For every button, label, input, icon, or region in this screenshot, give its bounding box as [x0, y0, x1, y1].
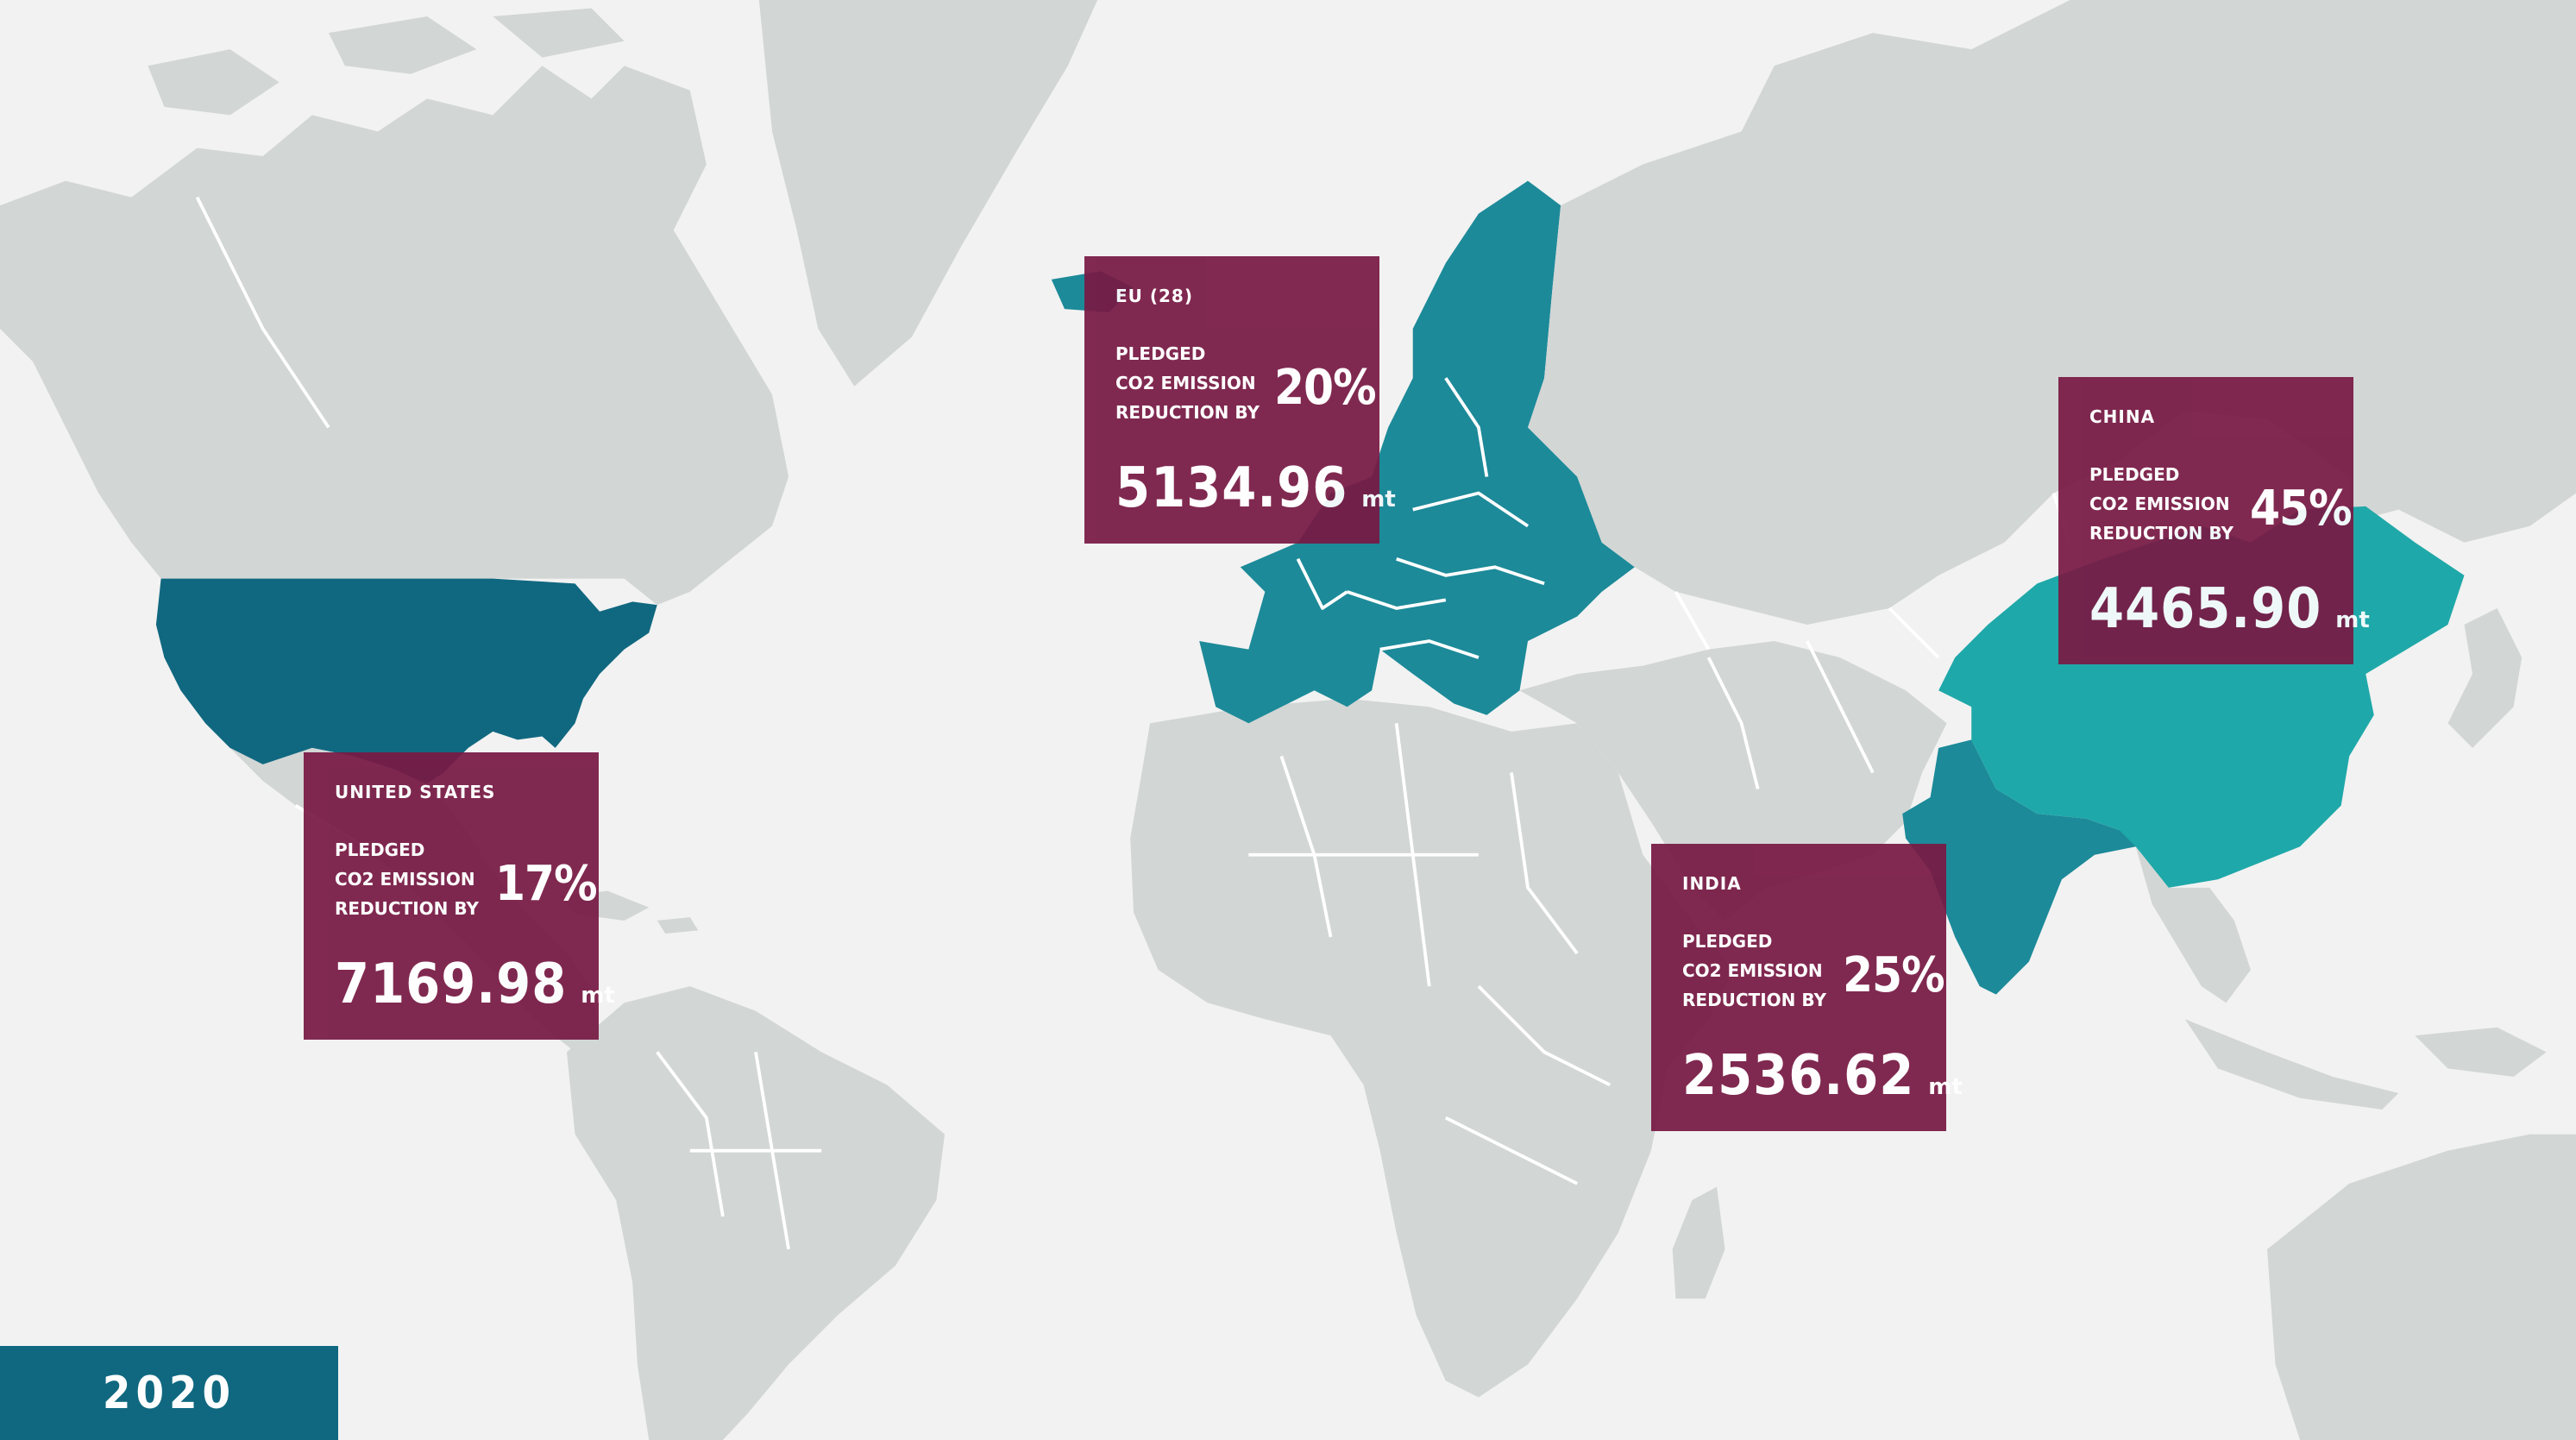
land-africa [1130, 698, 1734, 1398]
emissions-number: 5134.96 [1115, 456, 1348, 520]
land-japan [2447, 607, 2523, 748]
emissions-unit: mt [581, 983, 615, 1009]
emissions-number: 2536.62 [1682, 1044, 1915, 1108]
pledge-line: PLEDGED [335, 839, 425, 860]
region-name: UNITED STATES [335, 782, 496, 802]
reduction-percent: 20% [1274, 360, 1377, 416]
emissions-number: 7169.98 [335, 953, 568, 1016]
region-united-states [155, 578, 657, 789]
china-card: CHINA PLEDGED CO2 EMISSION REDUCTION BY … [2058, 377, 2370, 664]
land-greenland [758, 0, 1098, 387]
region-india [1902, 739, 2152, 995]
land-north-america-north [0, 66, 789, 606]
pledge-line: PLEDGED [1115, 343, 1206, 364]
india-card: INDIA PLEDGED CO2 EMISSION REDUCTION BY … [1651, 844, 1963, 1131]
emissions-value: 7169.98 mt [335, 953, 615, 1016]
reduction-percent: 45% [2250, 481, 2353, 537]
emissions-unit: mt [2335, 607, 2370, 633]
region-name: EU (28) [1115, 286, 1193, 306]
united-states-card: UNITED STATES PLEDGED CO2 EMISSION REDUC… [304, 752, 615, 1040]
land-madagascar [1672, 1186, 1725, 1299]
emissions-value: 2536.62 mt [1682, 1044, 1963, 1108]
region-name: CHINA [2089, 406, 2156, 427]
pledge-label: PLEDGED CO2 EMISSION REDUCTION BY [335, 835, 499, 923]
reduction-percent: 25% [1843, 947, 1945, 1003]
eu-card: EU (28) PLEDGED CO2 EMISSION REDUCTION B… [1084, 256, 1396, 544]
pledge-label: PLEDGED CO2 EMISSION REDUCTION BY [1115, 339, 1279, 427]
pledge-line: REDUCTION BY [1115, 402, 1260, 423]
pledge-line: REDUCTION BY [1682, 990, 1827, 1010]
pledge-label: PLEDGED CO2 EMISSION REDUCTION BY [1682, 927, 1846, 1015]
pledge-line: CO2 EMISSION [1115, 373, 1256, 393]
pledge-line: REDUCTION BY [335, 898, 480, 919]
reduction-percent: 17% [495, 856, 598, 912]
land-arctic-islands [148, 8, 625, 116]
emissions-unit: mt [1928, 1074, 1963, 1100]
land-australia [2266, 1134, 2576, 1440]
region-eu [1199, 180, 1635, 724]
pledge-label: PLEDGED CO2 EMISSION REDUCTION BY [2089, 460, 2253, 548]
pledge-line: CO2 EMISSION [335, 869, 475, 890]
pledge-line: PLEDGED [2089, 464, 2180, 485]
land-eurasia [1528, 0, 2576, 625]
land-south-america [566, 986, 945, 1440]
pledge-line: PLEDGED [1682, 931, 1773, 952]
pledge-line: REDUCTION BY [2089, 523, 2234, 544]
emissions-value: 5134.96 mt [1115, 456, 1396, 520]
emissions-unit: mt [1361, 487, 1396, 512]
year-label: 2020 [0, 1346, 338, 1440]
land-indonesia [2184, 1019, 2547, 1110]
region-name: INDIA [1682, 873, 1742, 894]
pledge-line: CO2 EMISSION [1682, 960, 1823, 981]
emissions-value: 4465.90 mt [2089, 577, 2370, 641]
land-southeast-asia [2135, 846, 2251, 1003]
emissions-number: 4465.90 [2089, 577, 2322, 641]
pledge-line: CO2 EMISSION [2089, 494, 2230, 514]
